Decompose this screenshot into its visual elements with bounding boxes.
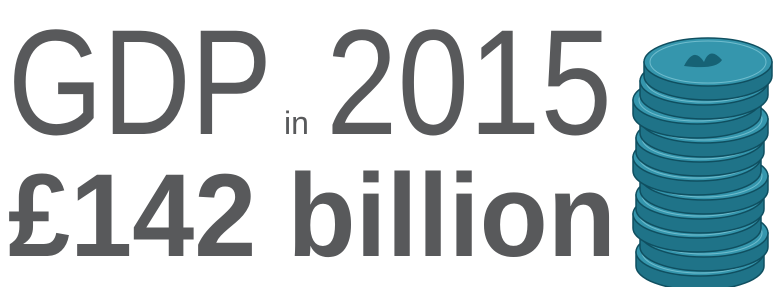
headline-connector: in [284,105,309,141]
page: GDP in 2015 £142 billion (() => { const … [0,0,777,287]
coin-stack [633,38,772,287]
headline-year: 2015 [326,0,612,166]
amount: £142 billion [8,150,616,282]
headline-label: GDP [8,0,272,166]
infographic: GDP in 2015 £142 billion [0,0,777,287]
